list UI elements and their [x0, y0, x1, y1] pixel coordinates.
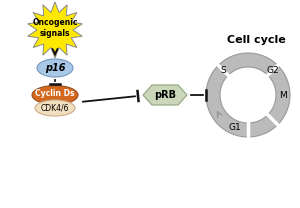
Ellipse shape: [35, 100, 75, 116]
Text: G2: G2: [266, 66, 279, 75]
Text: G1: G1: [229, 123, 241, 132]
Text: Oncogenic
signals: Oncogenic signals: [32, 18, 78, 38]
Text: pRB: pRB: [154, 90, 176, 100]
Text: S: S: [220, 66, 226, 75]
Text: CDK4/6: CDK4/6: [41, 104, 69, 113]
Text: p16: p16: [45, 63, 65, 73]
Wedge shape: [206, 53, 290, 137]
Text: Cell cycle: Cell cycle: [226, 35, 285, 45]
Ellipse shape: [32, 85, 78, 104]
Ellipse shape: [37, 59, 73, 77]
Text: Cyclin Ds: Cyclin Ds: [35, 89, 75, 99]
Text: M: M: [279, 90, 287, 99]
Polygon shape: [28, 2, 82, 58]
Polygon shape: [143, 85, 187, 105]
